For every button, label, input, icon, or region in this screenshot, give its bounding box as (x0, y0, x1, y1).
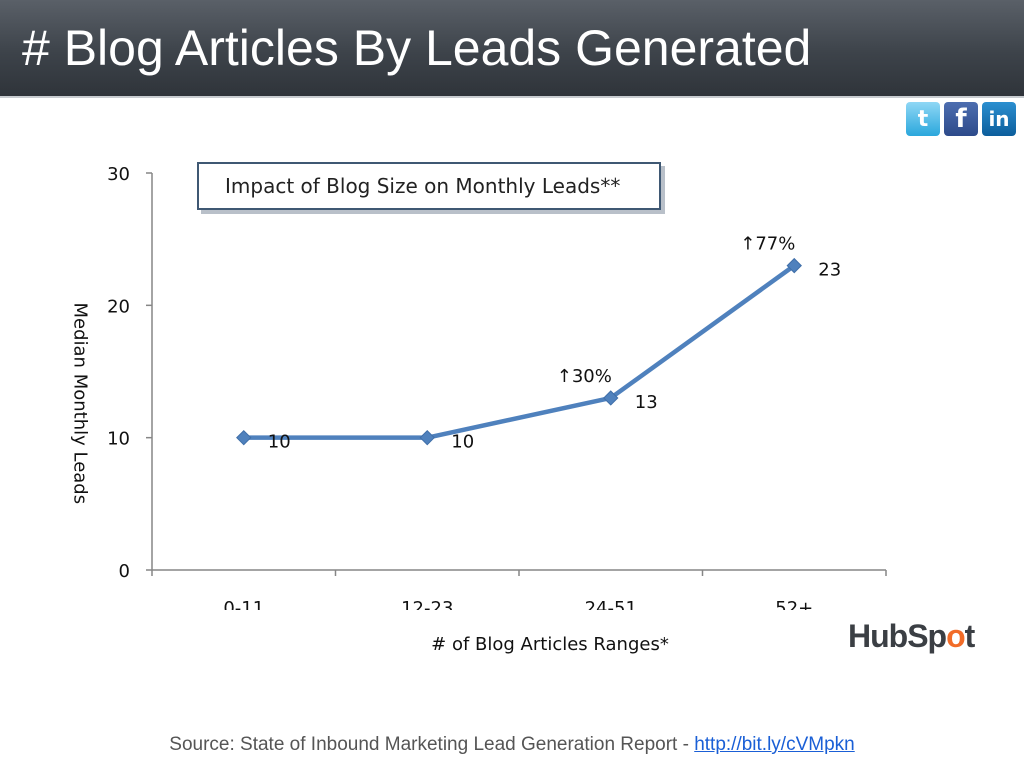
data-label: 13 (635, 392, 658, 413)
y-axis-label: Median Monthly Leads (69, 302, 91, 505)
hubspot-logo: HubSpot (848, 618, 975, 654)
source-note: Source: State of Inbound Marketing Lead … (0, 734, 1024, 756)
linkedin-icon[interactable]: in (982, 102, 1016, 136)
title-bar: # Blog Articles By Leads Generated (0, 0, 1024, 98)
x-tick-label: 52+ (775, 598, 813, 610)
facebook-icon[interactable]: f (944, 102, 978, 136)
source-link[interactable]: http://bit.ly/cVMpkn (694, 734, 855, 755)
page-title: # Blog Articles By Leads Generated (22, 20, 812, 76)
data-label: 10 (451, 432, 474, 453)
line-chart: 0 10 20 30 0-11 12-23 24-51 52+ 10 10 13 23 ↑30% ↑77% (107, 164, 887, 610)
x-axis-label: # of Blog Articles Ranges* (431, 634, 669, 655)
growth-annotation: ↑30% (557, 366, 612, 387)
data-point (419, 429, 435, 446)
data-point (236, 429, 252, 446)
source-text: Source: State of Inbound Marketing Lead … (169, 734, 695, 755)
y-tick-label: 20 (107, 296, 130, 317)
twitter-icon[interactable]: t (906, 102, 940, 136)
y-tick-label: 10 (107, 429, 130, 450)
x-tick-label: 0-11 (223, 598, 264, 610)
chart-title: Impact of Blog Size on Monthly Leads** (197, 162, 661, 210)
data-label: 10 (268, 432, 291, 453)
data-label: 23 (818, 260, 841, 281)
data-point (786, 257, 802, 274)
x-tick-label: 24-51 (585, 598, 637, 610)
y-tick-label: 0 (119, 561, 130, 582)
series-line (243, 263, 796, 440)
y-tick-label: 30 (107, 164, 130, 185)
data-point (603, 390, 619, 406)
x-tick-label: 12-23 (401, 598, 453, 610)
growth-annotation: ↑77% (740, 234, 795, 255)
